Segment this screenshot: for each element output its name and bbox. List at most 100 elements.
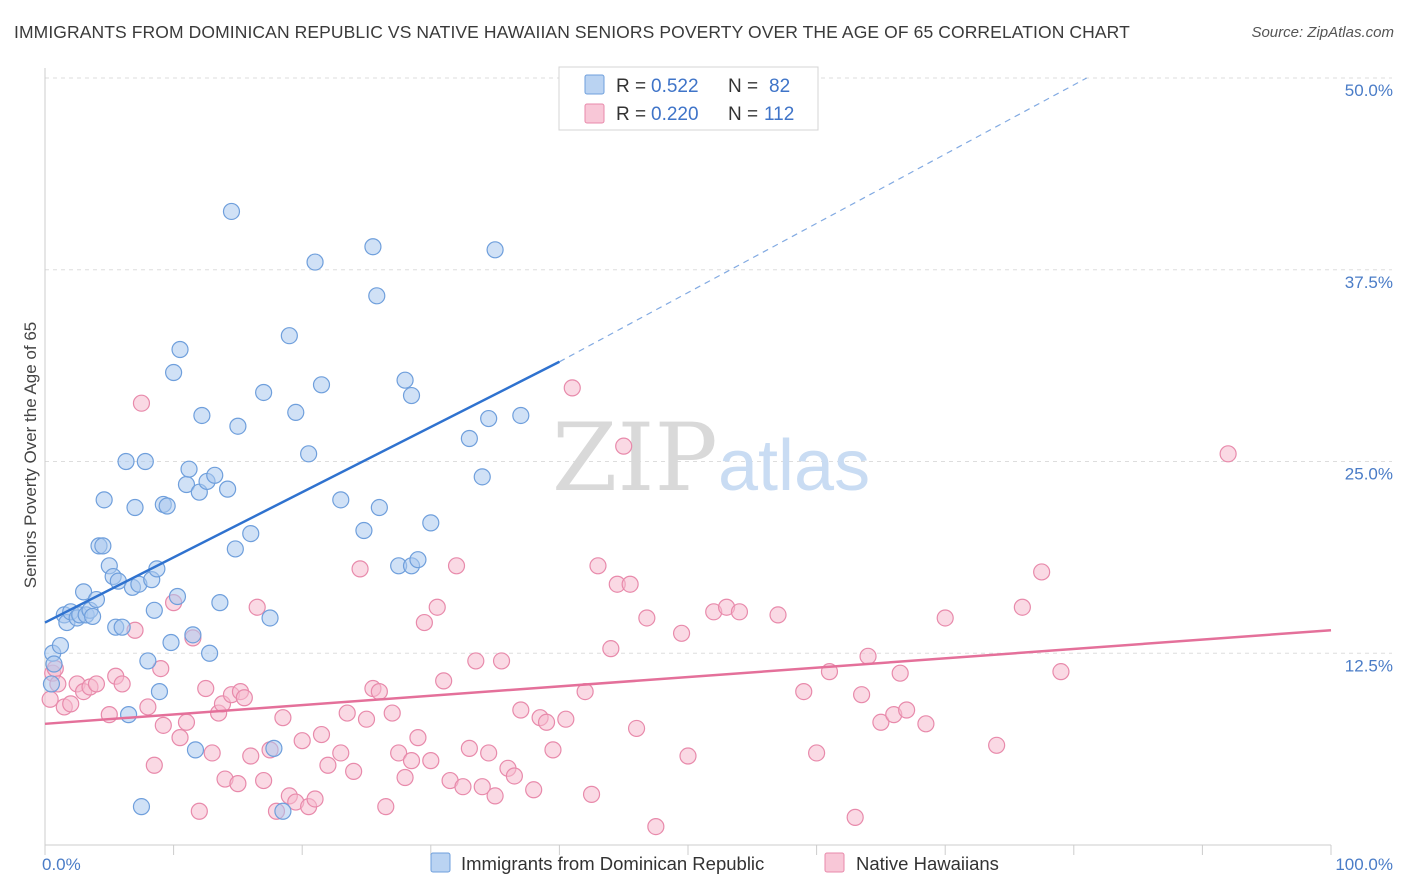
point-pink-95 xyxy=(730,603,749,621)
point-blue-21 xyxy=(113,618,131,636)
point-blue-28 xyxy=(136,452,154,471)
point-pink-60 xyxy=(422,752,440,770)
point-pink-106 xyxy=(898,701,916,719)
point-pink-78 xyxy=(544,741,562,759)
point-blue-9 xyxy=(74,583,93,601)
point-blue-68 xyxy=(370,498,388,517)
point-pink-112 xyxy=(1052,663,1070,681)
point-blue-2 xyxy=(45,655,63,673)
point-pink-55 xyxy=(390,744,408,762)
bottom-legend-swatch-blue xyxy=(430,852,451,873)
point-blue-29 xyxy=(139,652,157,670)
point-pink-105 xyxy=(891,664,909,682)
point-blue-16 xyxy=(95,491,113,509)
y-axis-title: Seniors Poverty Over the Age of 65 xyxy=(21,322,40,588)
point-pink-24 xyxy=(197,679,215,698)
point-blue-23 xyxy=(119,706,138,724)
point-blue-67 xyxy=(368,287,386,305)
point-blue-35 xyxy=(158,497,176,515)
point-pink-21 xyxy=(177,713,196,731)
bottom-legend: Immigrants from Dominican Republic Nativ… xyxy=(430,852,999,874)
point-pink-47 xyxy=(338,704,356,722)
point-pink-57 xyxy=(402,752,421,770)
y-tick-label-0: 12.5% xyxy=(1345,656,1393,675)
point-pink-98 xyxy=(807,744,826,762)
top-legend: R = 0.522 N = 82 R = 0.220 N = 112 xyxy=(558,66,819,131)
point-pink-69 xyxy=(480,744,498,762)
bottom-legend-label-blue: Immigrants from Dominican Republic xyxy=(461,853,764,874)
point-pink-107 xyxy=(917,715,935,733)
point-pink-64 xyxy=(447,557,466,575)
point-blue-66 xyxy=(364,238,382,256)
point-pink-111 xyxy=(1033,563,1051,581)
point-pink-77 xyxy=(537,713,556,731)
point-blue-76 xyxy=(473,468,491,486)
axes xyxy=(44,68,1332,855)
point-blue-61 xyxy=(300,445,318,463)
point-pink-38 xyxy=(274,709,292,727)
point-pink-16 xyxy=(145,756,163,774)
point-blue-54 xyxy=(242,524,260,543)
chart-title: IMMIGRANTS FROM DOMINICAN REPUBLIC VS NA… xyxy=(14,22,1130,42)
y-tick-labels: 12.5% 25.0% 37.5% 50.0% xyxy=(1345,81,1393,675)
point-blue-71 xyxy=(409,551,427,569)
point-pink-44 xyxy=(312,725,331,744)
point-blue-25 xyxy=(126,498,144,517)
point-blue-75 xyxy=(460,429,478,448)
point-blue-47 xyxy=(201,644,219,662)
point-blue-72 xyxy=(396,371,414,389)
point-pink-33 xyxy=(242,747,260,765)
point-pink-89 xyxy=(638,609,656,627)
watermark-zip: ZIP xyxy=(552,404,718,513)
point-pink-53 xyxy=(377,798,395,816)
series-native-hawaiians xyxy=(41,379,1237,836)
y-tick-label-3: 50.0% xyxy=(1345,81,1393,100)
point-pink-58 xyxy=(409,729,427,747)
point-blue-51 xyxy=(222,202,241,221)
y-tick-label-2: 37.5% xyxy=(1345,273,1393,292)
point-pink-108 xyxy=(936,609,954,627)
legend-r-label-blue: R = xyxy=(616,76,646,97)
legend-n-value-pink: 112 xyxy=(764,104,794,125)
point-pink-74 xyxy=(512,701,530,719)
point-pink-86 xyxy=(615,437,633,455)
trend-line-blue xyxy=(44,360,560,624)
point-blue-78 xyxy=(486,241,504,259)
legend-n-value-blue: 82 xyxy=(769,76,790,97)
point-pink-49 xyxy=(351,560,369,578)
point-pink-30 xyxy=(229,775,247,793)
point-blue-15 xyxy=(94,537,112,555)
legend-r-label-pink: R = xyxy=(616,104,646,125)
point-blue-39 xyxy=(171,340,189,359)
grid-lines xyxy=(45,77,1392,654)
point-blue-27 xyxy=(132,798,151,816)
point-pink-35 xyxy=(255,771,273,790)
point-pink-34 xyxy=(248,598,266,616)
watermark-atlas: atlas xyxy=(718,426,870,506)
point-pink-18 xyxy=(154,716,172,734)
point-pink-59 xyxy=(415,613,433,632)
point-blue-3 xyxy=(51,636,70,655)
point-blue-65 xyxy=(355,521,373,540)
point-pink-110 xyxy=(1013,598,1031,616)
point-pink-20 xyxy=(171,729,189,747)
point-blue-74 xyxy=(422,514,440,532)
point-blue-73 xyxy=(402,386,421,405)
x-tick-label-0: 0.0% xyxy=(42,855,81,874)
point-blue-55 xyxy=(255,383,273,402)
point-pink-88 xyxy=(627,719,646,738)
point-pink-5 xyxy=(62,695,80,713)
point-pink-12 xyxy=(113,675,131,693)
point-pink-48 xyxy=(345,762,363,780)
point-blue-79 xyxy=(512,406,530,425)
point-pink-41 xyxy=(293,732,311,750)
point-pink-80 xyxy=(563,379,581,397)
point-pink-83 xyxy=(589,557,607,575)
point-pink-62 xyxy=(435,672,453,690)
point-pink-101 xyxy=(853,686,871,704)
point-blue-64 xyxy=(332,491,350,509)
point-pink-103 xyxy=(872,713,890,731)
point-pink-79 xyxy=(557,710,575,728)
point-pink-68 xyxy=(473,778,491,796)
point-pink-87 xyxy=(621,575,639,593)
